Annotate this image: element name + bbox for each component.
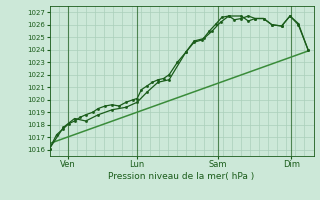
X-axis label: Pression niveau de la mer( hPa ): Pression niveau de la mer( hPa ) bbox=[108, 172, 255, 181]
